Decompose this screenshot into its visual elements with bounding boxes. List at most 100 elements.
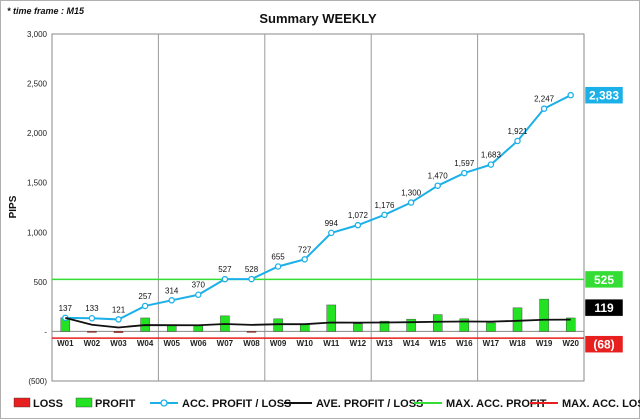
- series-point: [514, 137, 521, 145]
- y-tick-label: 2,500: [27, 80, 48, 89]
- data-label: 655: [271, 252, 285, 261]
- series-point: [381, 211, 388, 219]
- end-label: 2,383: [589, 89, 619, 103]
- legend-label: AVE. PROFIT / LOSS: [316, 398, 423, 410]
- end-labels: 2,383 119 525 (68): [584, 86, 624, 353]
- plot-area: [51, 33, 585, 382]
- series-point: [301, 256, 308, 263]
- series-point: [88, 314, 96, 322]
- x-tick-label: W04: [137, 339, 154, 348]
- end-label: 119: [594, 301, 614, 315]
- x-tick-label: W05: [163, 339, 180, 348]
- end-label-box: [584, 270, 624, 289]
- legend-label: PROFIT: [95, 398, 136, 410]
- x-tick-label: W02: [84, 339, 101, 348]
- bar: [432, 314, 443, 332]
- y-tick-label: (500): [28, 377, 47, 386]
- series-point: [115, 316, 122, 323]
- series-point: [168, 297, 175, 304]
- x-tick-label: W11: [323, 339, 340, 348]
- x-tick-label: W16: [456, 339, 473, 348]
- bar: [246, 331, 257, 333]
- legend-marker: [160, 399, 168, 407]
- reference-lines: [52, 278, 584, 339]
- legend-swatch: [13, 397, 31, 408]
- x-tick-label: W19: [536, 339, 553, 348]
- y-tick-label: -: [44, 327, 47, 336]
- bar: [193, 325, 204, 332]
- bar: [326, 304, 337, 332]
- data-label: 2,247: [534, 95, 555, 104]
- x-tick-label: W17: [483, 339, 500, 348]
- data-label: 1,300: [401, 189, 422, 198]
- end-label-box: [584, 86, 624, 104]
- bar: [353, 323, 363, 332]
- series-point: [141, 302, 149, 310]
- end-label-box: [584, 335, 624, 353]
- series-point: [195, 291, 202, 298]
- data-label: 727: [298, 245, 312, 254]
- series-point: [274, 263, 282, 270]
- bar: [406, 318, 416, 332]
- series-point: [221, 275, 229, 283]
- y-axis-ticks: (500) - 500 1,000 1,500 2,000 2,500 3,000: [27, 30, 48, 386]
- chart-title: Summary WEEKLY: [259, 11, 377, 26]
- bar: [486, 322, 496, 332]
- x-tick-label: W13: [376, 339, 393, 348]
- y-tick-label: 500: [34, 278, 48, 287]
- series-point: [487, 161, 495, 168]
- series-point: [461, 169, 468, 177]
- x-tick-label: W15: [429, 339, 446, 348]
- bar: [459, 318, 470, 332]
- data-label: 528: [245, 265, 259, 274]
- y-tick-label: 3,000: [27, 30, 48, 39]
- y-axis-title: PIPS: [8, 195, 19, 218]
- legend-label: LOSS: [33, 398, 63, 410]
- data-label: 1,597: [454, 159, 475, 168]
- series-line: [65, 316, 571, 329]
- series-point: [567, 91, 574, 99]
- data-label: 121: [112, 305, 126, 314]
- series-point: [540, 105, 548, 112]
- lines: [62, 91, 574, 329]
- end-label: (68): [593, 338, 614, 352]
- data-label: 527: [218, 265, 232, 274]
- bars: [60, 298, 576, 333]
- x-tick-label: W18: [509, 339, 526, 348]
- series-point: [328, 229, 335, 237]
- data-label: 314: [165, 286, 179, 295]
- x-tick-label: W10: [296, 339, 313, 348]
- legend: LOSS PROFIT ACC. PROFIT / LOSS AVE. PROFIT …: [13, 397, 640, 410]
- y-tick-label: 1,000: [27, 228, 48, 237]
- bar: [87, 331, 97, 333]
- x-tick-label: W03: [110, 339, 127, 348]
- x-tick-label: W06: [190, 339, 207, 348]
- bar: [565, 317, 576, 332]
- x-axis-ticks: W01 W02 W03 W04 W05 W06 W07 W08 W09 W10 W11 W12 W13 W…: [57, 339, 579, 348]
- bar: [299, 324, 310, 332]
- series-point: [354, 221, 362, 229]
- time-frame-note: * time frame : M15: [7, 6, 85, 16]
- bar: [539, 298, 549, 332]
- x-tick-label: W14: [403, 339, 420, 348]
- data-label: 257: [138, 292, 152, 301]
- series-line: [65, 94, 572, 321]
- data-label: 1,921: [507, 127, 528, 136]
- data-label: 1,072: [348, 211, 369, 220]
- data-label: 133: [85, 304, 99, 313]
- x-tick-label: W08: [243, 339, 260, 348]
- bar: [113, 331, 124, 333]
- y-tick-label: 1,500: [27, 179, 48, 188]
- x-tick-label: W07: [217, 339, 234, 348]
- x-tick-label: W01: [57, 339, 74, 348]
- bar: [166, 325, 177, 332]
- data-label: 1,176: [374, 201, 395, 210]
- legend-label: MAX. ACC. PROFIT: [446, 398, 547, 410]
- x-tick-label: W12: [350, 339, 367, 348]
- data-label: 1,683: [481, 151, 502, 160]
- data-label: 137: [59, 304, 73, 313]
- legend-label: MAX. ACC. LOSS: [562, 398, 640, 410]
- series-point: [407, 199, 415, 206]
- legend-label: ACC. PROFIT / LOSS: [182, 398, 291, 410]
